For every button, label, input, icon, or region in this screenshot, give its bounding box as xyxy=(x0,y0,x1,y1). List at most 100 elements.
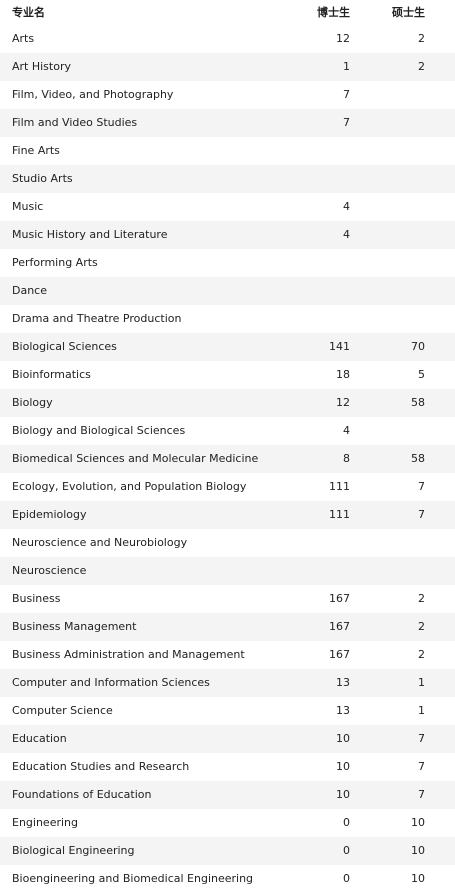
table-row[interactable]: Business 167 2 xyxy=(0,585,455,613)
major-name-cell: Biomedical Sciences and Molecular Medici… xyxy=(12,452,259,465)
table-row[interactable]: Biomedical Sciences and Molecular Medici… xyxy=(0,445,455,473)
phd-count-cell: 1 xyxy=(343,60,350,73)
major-name-cell: Neuroscience xyxy=(12,564,87,577)
table-row[interactable]: Art History 1 2 xyxy=(0,53,455,81)
table-row[interactable]: Education Studies and Research 10 7 xyxy=(0,753,455,781)
table-row[interactable]: Foundations of Education 10 7 xyxy=(0,781,455,809)
phd-count-cell: 167 xyxy=(329,592,350,605)
ms-count-cell xyxy=(375,165,455,193)
major-name-cell: Neuroscience and Neurobiology xyxy=(12,536,188,549)
major-name-cell: Studio Arts xyxy=(12,172,73,185)
ms-count-cell: 70 xyxy=(411,340,425,353)
column-header-phd[interactable]: 博士生 xyxy=(295,0,375,25)
table-row[interactable]: Music 4 xyxy=(0,193,455,221)
ms-count-cell xyxy=(375,249,455,277)
major-name-cell: Computer and Information Sciences xyxy=(12,676,210,689)
table-row[interactable]: Dance xyxy=(0,277,455,305)
table-row[interactable]: Epidemiology 111 7 xyxy=(0,501,455,529)
ms-count-cell: 2 xyxy=(418,32,425,45)
table-row[interactable]: Neuroscience xyxy=(0,557,455,585)
table-row[interactable]: Studio Arts xyxy=(0,165,455,193)
major-name-cell: Arts xyxy=(12,32,35,45)
phd-count-cell: 13 xyxy=(336,704,350,717)
major-name-cell: Biology and Biological Sciences xyxy=(12,424,186,437)
major-name-cell: Education Studies and Research xyxy=(12,760,190,773)
phd-count-cell: 13 xyxy=(336,676,350,689)
table-row[interactable]: Biology and Biological Sciences 4 xyxy=(0,417,455,445)
major-name-cell: Business Administration and Management xyxy=(12,648,245,661)
ms-count-cell: 1 xyxy=(418,676,425,689)
major-name-cell: Art History xyxy=(12,60,71,73)
phd-count-cell: 7 xyxy=(343,116,350,129)
table-row[interactable]: Computer Science 13 1 xyxy=(0,697,455,725)
phd-count-cell: 10 xyxy=(336,788,350,801)
major-name-cell: Performing Arts xyxy=(12,256,98,269)
phd-count-cell: 0 xyxy=(343,844,350,857)
major-name-cell: Education xyxy=(12,732,67,745)
major-name-cell: Film, Video, and Photography xyxy=(12,88,174,101)
major-name-cell: Business xyxy=(12,592,61,605)
table-header: 专业名 博士生 硕士生 xyxy=(0,0,455,25)
ms-count-cell: 2 xyxy=(418,60,425,73)
major-name-cell: Film and Video Studies xyxy=(12,116,138,129)
phd-count-cell: 0 xyxy=(343,816,350,829)
table-row[interactable]: Neuroscience and Neurobiology xyxy=(0,529,455,557)
table-row[interactable]: Computer and Information Sciences 13 1 xyxy=(0,669,455,697)
table-row[interactable]: Film, Video, and Photography 7 xyxy=(0,81,455,109)
table-row[interactable]: Bioengineering and Biomedical Engineerin… xyxy=(0,865,455,893)
major-name-cell: Epidemiology xyxy=(12,508,87,521)
table-row[interactable]: Biological Engineering 0 10 xyxy=(0,837,455,865)
phd-count-cell: 4 xyxy=(343,228,350,241)
ms-count-cell xyxy=(375,305,455,333)
ms-count-cell: 7 xyxy=(418,732,425,745)
table-row[interactable]: Arts 12 2 xyxy=(0,25,455,53)
table-row[interactable]: Ecology, Evolution, and Population Biolo… xyxy=(0,473,455,501)
phd-count-cell: 111 xyxy=(329,508,350,521)
major-name-cell: Fine Arts xyxy=(12,144,60,157)
table-row[interactable]: Drama and Theatre Production xyxy=(0,305,455,333)
major-name-cell: Business Management xyxy=(12,620,137,633)
ms-count-cell: 7 xyxy=(418,788,425,801)
ms-count-cell: 58 xyxy=(411,396,425,409)
ms-count-cell xyxy=(375,277,455,305)
table-row[interactable]: Performing Arts xyxy=(0,249,455,277)
phd-count-cell: 7 xyxy=(343,88,350,101)
table-row[interactable]: Music History and Literature 4 xyxy=(0,221,455,249)
phd-count-cell: 0 xyxy=(343,872,350,885)
table-row[interactable]: Education 10 7 xyxy=(0,725,455,753)
phd-count-cell xyxy=(295,249,375,277)
table-row[interactable]: Business Administration and Management 16… xyxy=(0,641,455,669)
table-row[interactable]: Fine Arts xyxy=(0,137,455,165)
table-row[interactable]: Bioinformatics 18 5 xyxy=(0,361,455,389)
ms-count-cell xyxy=(375,417,455,445)
major-name-cell: Biological Engineering xyxy=(12,844,135,857)
major-name-cell: Drama and Theatre Production xyxy=(12,312,182,325)
header-row: 专业名 博士生 硕士生 xyxy=(0,0,455,25)
ms-count-cell: 2 xyxy=(418,592,425,605)
ms-count-cell: 10 xyxy=(411,816,425,829)
column-header-ms[interactable]: 硕士生 xyxy=(375,0,455,25)
table-row[interactable]: Business Management 167 2 xyxy=(0,613,455,641)
phd-count-cell: 111 xyxy=(329,480,350,493)
ms-count-cell xyxy=(375,137,455,165)
phd-count-cell: 167 xyxy=(329,648,350,661)
table-row[interactable]: Biological Sciences 141 70 xyxy=(0,333,455,361)
ms-count-cell xyxy=(375,193,455,221)
major-name-cell: Bioinformatics xyxy=(12,368,91,381)
ms-count-cell xyxy=(375,81,455,109)
column-header-major-name[interactable]: 专业名 xyxy=(0,0,295,25)
table-body: Arts 12 2 Art History 1 2 Film, Video, and Pho… xyxy=(0,25,455,893)
table-row[interactable]: Film and Video Studies 7 xyxy=(0,109,455,137)
major-name-cell: Music xyxy=(12,200,44,213)
ms-count-cell: 7 xyxy=(418,480,425,493)
phd-count-cell xyxy=(295,305,375,333)
phd-count-cell: 12 xyxy=(336,396,350,409)
ms-count-cell: 7 xyxy=(418,760,425,773)
table-row[interactable]: Biology 12 58 xyxy=(0,389,455,417)
ms-count-cell xyxy=(375,109,455,137)
ms-count-cell xyxy=(375,221,455,249)
table-row[interactable]: Engineering 0 10 xyxy=(0,809,455,837)
ms-count-cell: 5 xyxy=(418,368,425,381)
major-name-cell: Bioengineering and Biomedical Engineerin… xyxy=(12,872,254,885)
